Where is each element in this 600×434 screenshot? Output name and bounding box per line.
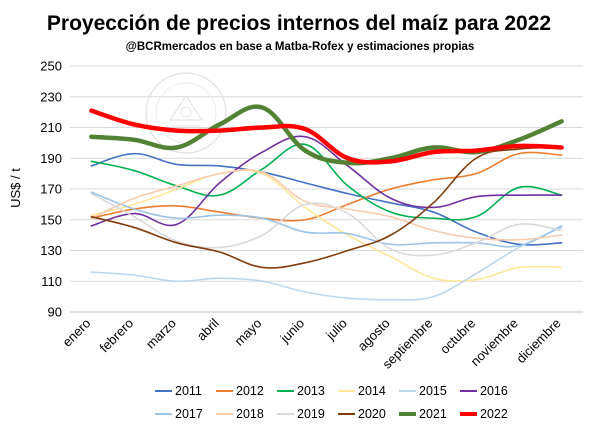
series-line-2019: [90, 192, 563, 257]
legend-label-2022: 2022: [480, 407, 508, 421]
x-tick-label: febrero: [97, 316, 137, 356]
y-axis-label: US$ / t: [8, 168, 23, 208]
legend-label-2014: 2014: [358, 384, 386, 398]
series-line-2017: [90, 191, 563, 248]
legend-label-2019: 2019: [297, 407, 325, 421]
series-line-2018: [90, 168, 563, 241]
y-tick-label: 110: [41, 274, 62, 289]
series-line-2016: [90, 135, 563, 227]
series-line-2011: [90, 152, 563, 246]
legend-label-2015: 2015: [419, 384, 447, 398]
x-tick-label: enero: [59, 316, 93, 350]
x-tick-labels: enero febrero marzo abril mayo junio julio agos…: [59, 315, 563, 371]
series-line-2021: [89, 104, 564, 166]
x-tick-label: marzo: [143, 316, 179, 352]
x-tick-label: abril: [194, 315, 222, 343]
legend-label-2021: 2021: [419, 407, 447, 421]
chart-title: Proyección de precios internos del maíz …: [47, 12, 551, 35]
x-tick-label: junio: [277, 316, 308, 347]
y-tick-label: 150: [40, 212, 62, 227]
series-line-2014: [90, 169, 563, 283]
y-tick-label: 230: [40, 89, 62, 104]
legend-label-2016: 2016: [480, 384, 508, 398]
y-tick-label: 250: [40, 59, 62, 74]
series-line-2012: [90, 151, 563, 222]
x-tick-label: agosto: [355, 316, 393, 354]
series-line-2013: [90, 143, 563, 221]
series-line-2020: [90, 146, 563, 269]
x-tick-label: julio: [322, 316, 350, 344]
legend-label-2017: 2017: [175, 407, 203, 421]
legend-label-2020: 2020: [358, 407, 386, 421]
y-tick-label: 190: [40, 151, 62, 166]
legend: 2011 2012 2013 2014 2015 2016 2017 2018 2019 2020…: [155, 384, 508, 421]
y-tick-label: 210: [40, 120, 62, 135]
series-line-2015: [90, 226, 563, 301]
legend-label-2018: 2018: [236, 407, 264, 421]
series-line-2022: [89, 108, 564, 165]
seal-watermark: [145, 72, 227, 154]
x-tick-label: diciembre: [513, 316, 563, 366]
series-layer: [89, 104, 564, 301]
legend-label-2012: 2012: [236, 384, 264, 398]
y-tick-label: 90: [48, 305, 62, 320]
legend-label-2013: 2013: [297, 384, 325, 398]
chart-subtitle: @BCRmercados en base a Matba-Rofex y est…: [126, 41, 475, 53]
x-tick-label: octubre: [437, 316, 478, 357]
y-tick-label: 130: [40, 243, 62, 258]
y-tick-labels: 90 110 130 150 170 190 210 230 250: [40, 59, 62, 320]
x-tick-label: mayo: [231, 316, 264, 349]
legend-label-2011: 2011: [175, 384, 202, 398]
y-tick-label: 170: [40, 182, 62, 197]
